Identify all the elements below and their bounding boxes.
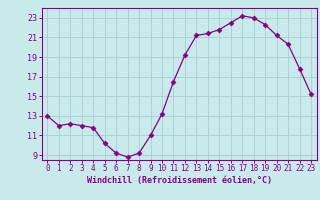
X-axis label: Windchill (Refroidissement éolien,°C): Windchill (Refroidissement éolien,°C)	[87, 176, 272, 185]
